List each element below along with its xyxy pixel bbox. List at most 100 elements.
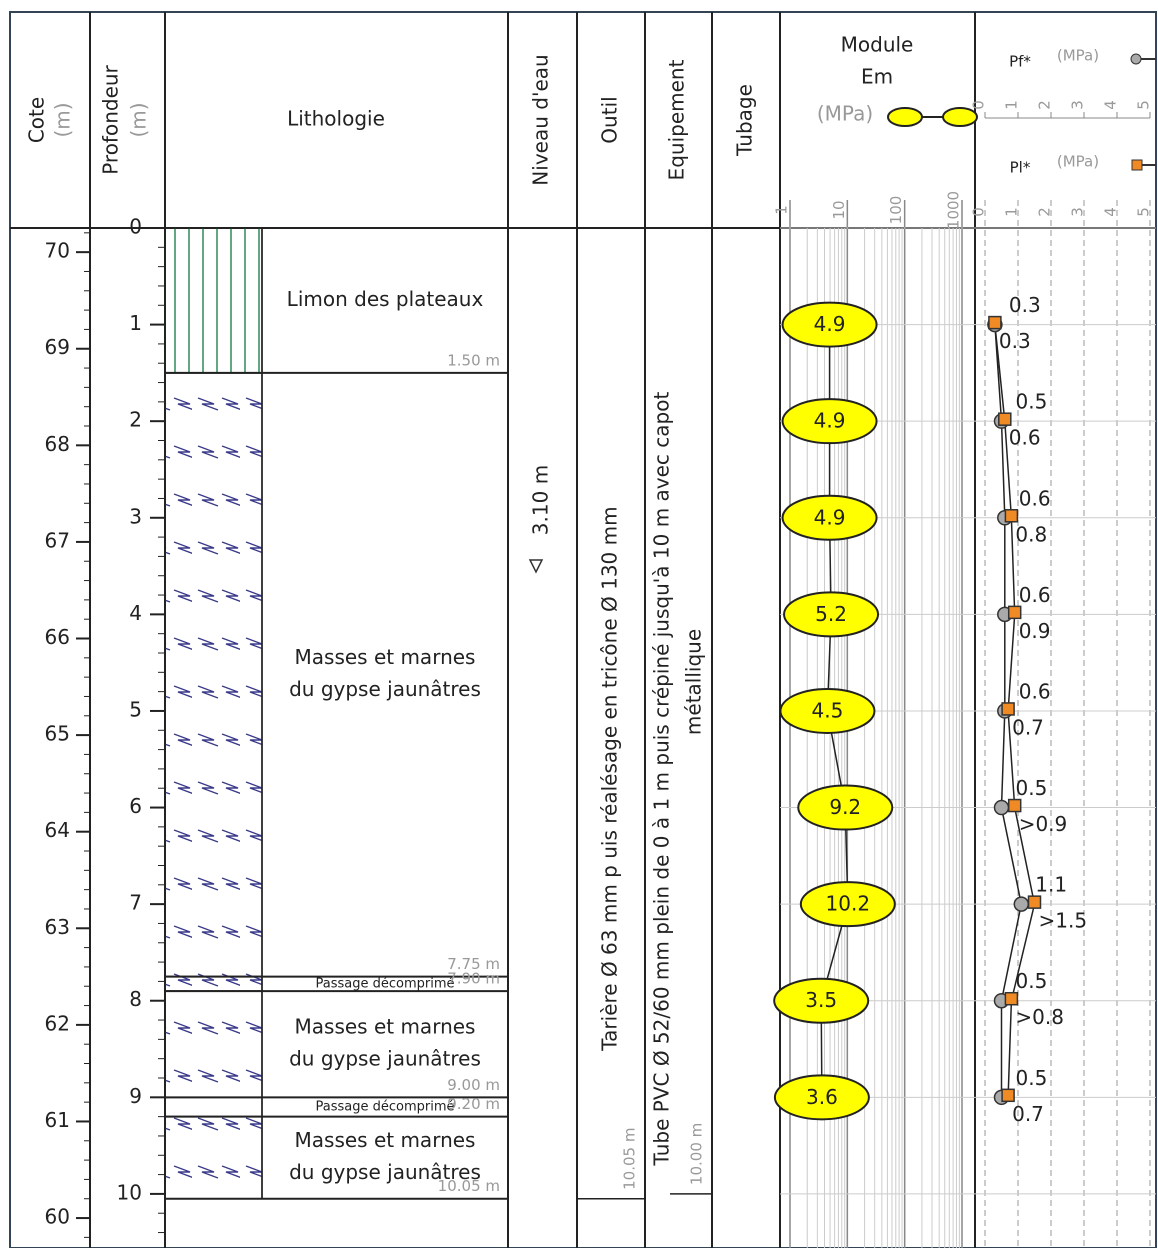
em-point: [773, 977, 870, 1024]
pl-tick-label: 2: [1036, 207, 1054, 217]
pl-point: [1004, 991, 1019, 1006]
equipement-base-label: 10.00 m: [688, 1123, 706, 1185]
pl-label: >1.5: [1039, 909, 1088, 933]
header-lithologie: Lithologie: [287, 107, 385, 131]
pf-label: 0.5: [1016, 1066, 1048, 1090]
header-unit: (m): [127, 102, 151, 137]
pl-label: 0.9: [1019, 619, 1051, 643]
outil-base-label: 10.05 m: [621, 1128, 639, 1190]
cote-tick-label: 67: [45, 528, 70, 552]
depth-tick-label: 2: [129, 408, 142, 432]
layer-pattern: [164, 990, 263, 1099]
pl-tick-label: 1: [1003, 207, 1021, 217]
pl-label: >0.8: [1015, 1005, 1064, 1029]
pf-label: 0.6: [1019, 583, 1051, 607]
em-point: [799, 881, 896, 928]
cote-tick-label: 70: [45, 239, 70, 263]
depth-tick-label: 10: [117, 1180, 142, 1204]
em-point: [783, 591, 880, 638]
em-label: 9.2: [829, 795, 861, 819]
frame: [9, 11, 1157, 1248]
layer-name: Limon des plateaux: [287, 287, 484, 311]
header-unit: (MPa): [1057, 47, 1099, 65]
em-label: 10.2: [826, 892, 871, 916]
header-em: Em: [861, 65, 893, 89]
pf-point: [1013, 896, 1030, 912]
em-point: [773, 1074, 870, 1121]
pf-legend: [1130, 53, 1156, 65]
equipement-text: Tube PVC Ø 52/60 mm plein de 0 à 1 m pui…: [650, 392, 674, 1167]
layer-pattern: [164, 1115, 263, 1200]
pf-label: 1.1: [1035, 873, 1067, 897]
em-tick-label: 10: [830, 200, 848, 219]
equipement-text: métallique: [682, 629, 706, 735]
header-tubage: Tubage: [733, 84, 757, 157]
pl-point: [1027, 895, 1042, 909]
pf-label: 0.6: [1019, 486, 1051, 510]
pl-point: [1007, 605, 1022, 620]
em-point: [779, 687, 876, 734]
cote-tick-label: 60: [45, 1205, 70, 1229]
layer-name: Passage décomprimé: [315, 976, 454, 991]
pl-point: [1001, 1088, 1015, 1103]
em-tick-label: 1000: [945, 191, 963, 229]
layer-name: Masses et marnes: [295, 1015, 476, 1039]
pf-tick-label: 5: [1135, 100, 1153, 110]
em-label: 4.5: [812, 698, 844, 722]
layer-base-label: 9.20 m: [447, 1095, 500, 1113]
layer-pattern: [164, 372, 263, 978]
pf-tick-label: 4: [1102, 100, 1120, 110]
em-label: 3.5: [805, 988, 837, 1012]
layer-base-label: 7.75 m: [447, 955, 500, 973]
em-point: [781, 398, 878, 445]
layer-pattern: [164, 227, 263, 374]
pl-point: [1004, 509, 1019, 523]
pl-label: 0.6: [1009, 426, 1041, 450]
pl-point: [998, 412, 1012, 426]
pf-tick-label: 1: [1003, 100, 1021, 110]
pl-label: >0.9: [1019, 812, 1068, 836]
pf-label: 0.5: [1016, 390, 1048, 414]
pl-label: 0.7: [1012, 1102, 1044, 1126]
depth-tick-label: 5: [129, 697, 142, 721]
cote-tick-label: 64: [45, 818, 70, 842]
pf-label: 0.5: [1016, 776, 1048, 800]
cote-tick-label: 61: [45, 1108, 70, 1132]
em-label: 5.2: [815, 602, 847, 626]
header-outil: Outil: [598, 96, 622, 143]
depth-tick-label: 9: [129, 1084, 142, 1108]
depth-tick-label: 4: [129, 601, 142, 625]
em-tick-label: 1: [773, 205, 791, 215]
depth-tick-label: 1: [129, 311, 142, 335]
depth-tick-label: 3: [129, 504, 142, 528]
header-module: Module: [841, 33, 914, 57]
layer-base-label: 10.05 m: [438, 1177, 500, 1195]
layer-name: Masses et marnes: [295, 645, 476, 669]
cote-tick-label: 68: [45, 432, 70, 456]
pl-tick-label: 0: [970, 207, 988, 217]
pf-point: [993, 799, 1010, 816]
pl-tick-label: 4: [1102, 207, 1120, 217]
layer-name: du gypse jaunâtres: [289, 1047, 481, 1071]
cote-tick-label: 65: [45, 722, 70, 746]
depth-tick-label: 8: [129, 987, 142, 1011]
layer-base-label: 7.90 m: [447, 970, 500, 988]
em-tick-label: 100: [887, 196, 905, 225]
layer-pattern: [164, 1096, 263, 1118]
header-profondeur: Profondeur: [99, 64, 123, 174]
header-equipement: Equipement: [665, 59, 689, 180]
pl-point: [1007, 798, 1022, 813]
header-pf: Pf*: [1009, 53, 1031, 71]
header-niveau: Niveau d'eau: [529, 54, 553, 185]
water-level: 3.10 m: [529, 465, 553, 535]
layer-name: du gypse jaunâtres: [289, 1160, 481, 1184]
pf-tick-label: 3: [1069, 100, 1087, 110]
cote-tick-label: 62: [45, 1011, 70, 1035]
em-legend: [887, 107, 978, 127]
cote-tick-label: 69: [45, 335, 70, 359]
pl-point: [988, 315, 1002, 330]
cote-tick-label: 66: [45, 625, 70, 649]
header-cote: Cote: [25, 97, 49, 143]
cote-tick-label: 63: [45, 915, 70, 939]
